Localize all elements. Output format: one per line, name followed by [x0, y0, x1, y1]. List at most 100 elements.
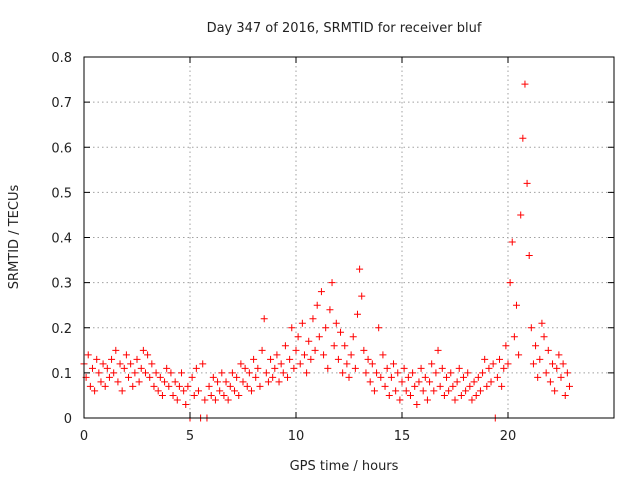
data-point [256, 382, 264, 390]
data-point [423, 396, 431, 404]
y-tick-label: 0.1 [51, 367, 72, 382]
data-point [381, 382, 389, 390]
data-point [457, 391, 465, 399]
data-point [379, 351, 387, 359]
data-point [93, 355, 101, 363]
y-tick-label: 0 [64, 412, 72, 427]
data-point [273, 351, 281, 359]
x-tick-label: 10 [288, 429, 305, 444]
data-point [84, 351, 92, 359]
y-tick-label: 0.4 [51, 232, 72, 247]
data-point [400, 364, 408, 372]
data-point [419, 387, 427, 395]
data-point [108, 355, 116, 363]
data-point [309, 315, 317, 323]
y-tick-label: 0.8 [51, 51, 72, 66]
data-point [243, 382, 251, 390]
data-point [144, 351, 152, 359]
data-point [311, 346, 319, 354]
grid [84, 57, 614, 418]
data-point [476, 387, 484, 395]
data-point [468, 396, 476, 404]
data-point [534, 373, 542, 381]
data-point [241, 364, 249, 372]
data-point [199, 360, 207, 368]
data-point [328, 279, 336, 287]
data-point [315, 333, 323, 341]
data-point [438, 364, 446, 372]
data-point [358, 292, 366, 300]
data-point [158, 391, 166, 399]
axis-ticks: 0 5 10 15 20 0 0.1 0.2 0.3 0.4 0.5 0.6 0.7 0.8 [51, 51, 614, 444]
data-point [364, 355, 372, 363]
data-point [557, 373, 565, 381]
data-point [356, 265, 364, 273]
data-point [288, 324, 296, 332]
data-point [307, 355, 315, 363]
data-point [137, 364, 145, 372]
data-point [337, 328, 345, 336]
data-point [370, 387, 378, 395]
data-point [110, 369, 118, 377]
y-tick-label: 0.3 [51, 277, 72, 292]
data-point [269, 373, 277, 381]
data-point [133, 355, 141, 363]
data-point [281, 342, 289, 350]
y-tick-label: 0.2 [51, 322, 72, 337]
data-point [402, 387, 410, 395]
data-point [553, 364, 561, 372]
data-point [377, 373, 385, 381]
data-point [483, 382, 491, 390]
data-point [262, 369, 270, 377]
data-point [324, 364, 332, 372]
data-point [529, 360, 537, 368]
data-point [222, 378, 230, 386]
data-point [542, 369, 550, 377]
data-point [141, 369, 149, 377]
data-point [190, 391, 198, 399]
data-point [487, 378, 495, 386]
data-point [481, 355, 489, 363]
data-point [489, 360, 497, 368]
data-point [294, 333, 302, 341]
data-point [120, 364, 128, 372]
data-point [396, 396, 404, 404]
data-point [536, 355, 544, 363]
data-point [228, 369, 236, 377]
data-point [455, 364, 463, 372]
data-point [267, 355, 275, 363]
data-point [445, 387, 453, 395]
data-point [290, 364, 298, 372]
data-point [351, 364, 359, 372]
data-point [443, 373, 451, 381]
data-point [260, 315, 268, 323]
data-point [211, 396, 219, 404]
data-point [561, 391, 569, 399]
data-point [373, 369, 381, 377]
data-point [515, 351, 523, 359]
data-point [551, 387, 559, 395]
data-point [207, 391, 215, 399]
data-point [500, 364, 508, 372]
data-point [298, 319, 306, 327]
data-point [239, 378, 247, 386]
data-point [366, 378, 374, 386]
data-point [258, 346, 266, 354]
data-point [447, 369, 455, 377]
data-point [559, 360, 567, 368]
data-point [343, 360, 351, 368]
x-tick-label: 20 [500, 429, 517, 444]
data-point [430, 387, 438, 395]
data-point [565, 382, 573, 390]
data-point [220, 391, 228, 399]
data-point [237, 360, 245, 368]
data-point [540, 333, 548, 341]
data-point [292, 346, 300, 354]
data-point [131, 369, 139, 377]
data-point [300, 351, 308, 359]
data-point [103, 364, 111, 372]
data-point [105, 373, 113, 381]
data-point [114, 378, 122, 386]
data-point [86, 382, 94, 390]
data-point [97, 378, 105, 386]
